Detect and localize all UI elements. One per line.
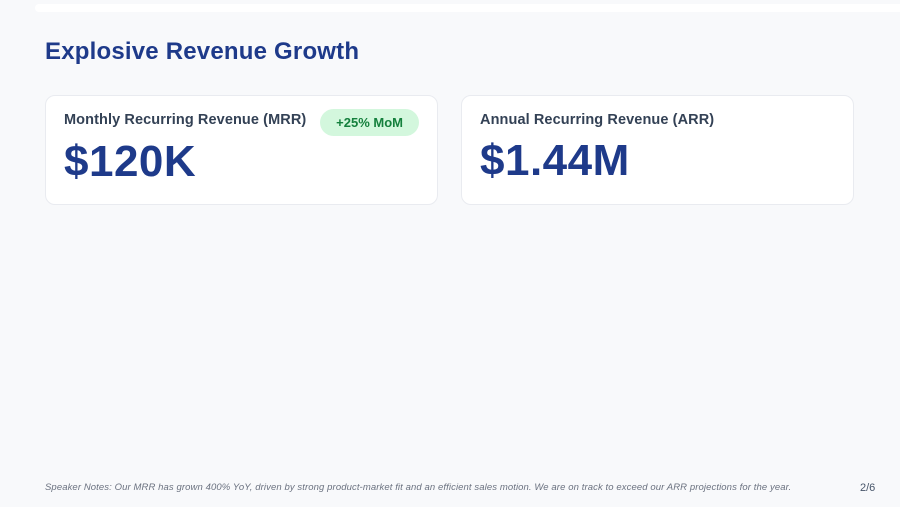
mrr-card-header: Monthly Recurring Revenue (MRR) +25% MoM: [64, 109, 419, 136]
mrr-growth-badge: +25% MoM: [320, 109, 419, 136]
arr-card-header: Annual Recurring Revenue (ARR): [480, 109, 835, 128]
arr-label: Annual Recurring Revenue (ARR): [480, 112, 715, 128]
slide-footer: Speaker Notes: Our MRR has grown 400% Yo…: [45, 482, 882, 494]
arr-value: $1.44M: [480, 136, 630, 185]
slide-title: Explosive Revenue Growth: [45, 38, 360, 65]
metric-cards-row: Monthly Recurring Revenue (MRR) +25% MoM…: [45, 95, 855, 205]
mrr-value: $120K: [64, 137, 197, 186]
page-indicator: 2/6: [860, 482, 876, 494]
mrr-card: Monthly Recurring Revenue (MRR) +25% MoM…: [45, 95, 438, 205]
top-bar: [35, 4, 900, 12]
mrr-label: Monthly Recurring Revenue (MRR): [64, 112, 307, 128]
arr-card: Annual Recurring Revenue (ARR) $1.44M: [461, 95, 854, 205]
speaker-notes: Speaker Notes: Our MRR has grown 400% Yo…: [45, 482, 792, 493]
